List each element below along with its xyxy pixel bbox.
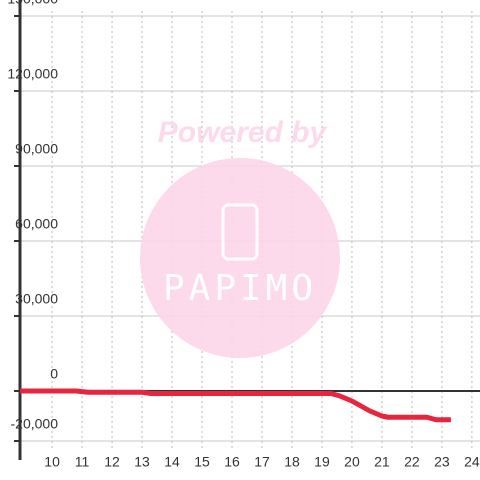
x-tick-label: 14	[164, 454, 180, 470]
x-tick-label: 11	[75, 454, 90, 470]
x-tick-label: 17	[254, 454, 270, 470]
x-tick-label: 20	[344, 454, 360, 470]
watermark: Powered by PAPIMO	[140, 116, 340, 358]
x-tick-label: 23	[434, 454, 450, 470]
x-tick-label: 12	[104, 454, 120, 470]
y-tick-label: 120,000	[7, 66, 58, 82]
x-tick-label: 15	[194, 454, 210, 470]
y-tick-label: 60,000	[15, 216, 58, 232]
watermark-top: Powered by	[158, 116, 328, 149]
x-tick-label: 22	[404, 454, 420, 470]
y-tick-label: 90,000	[15, 141, 58, 157]
x-tick-label: 10	[44, 454, 60, 470]
x-tick-label: 24	[464, 454, 480, 470]
y-tick-label: -20,000	[11, 416, 59, 432]
plot: -20,000 0 30,000 60,000 90,000 120,000 150,000…	[7, 0, 480, 470]
phone-icon	[221, 203, 259, 261]
x-tick-label: 18	[284, 454, 300, 470]
x-tick-label: 16	[224, 454, 240, 470]
x-tick-label: 13	[134, 454, 150, 470]
series-line	[20, 388, 451, 423]
x-tick-label: 19	[314, 454, 330, 470]
y-tick-label: 30,000	[15, 291, 58, 307]
y-tick-label: 0	[50, 366, 58, 382]
x-tick-label: 21	[374, 454, 390, 470]
y-tick-label: 150,000	[7, 0, 58, 7]
watermark-bottom: PAPIMO	[163, 268, 317, 309]
